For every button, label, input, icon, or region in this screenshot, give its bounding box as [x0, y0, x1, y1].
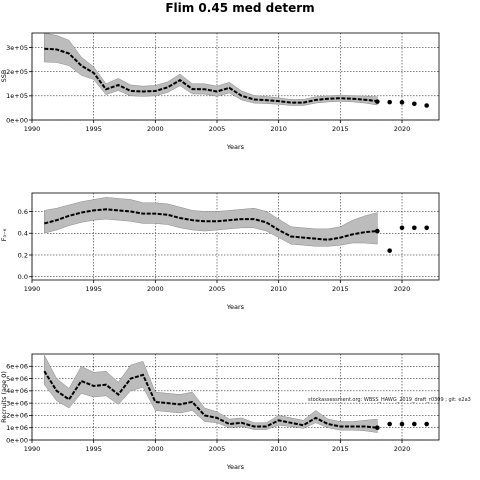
- plot-frame: [31, 192, 440, 281]
- forecast-point: [424, 421, 429, 427]
- y-tick-label: 0.2: [18, 251, 28, 259]
- x-axis-label: Years: [226, 463, 245, 471]
- estimate-line: [44, 208, 378, 241]
- x-tick-label: 2000: [147, 445, 164, 453]
- x-tick-label: 1990: [24, 445, 41, 453]
- recruitment-panel: 1990 1995 2000 2005 2010 2015 2020 0e+00 1e+06 2e…: [0, 353, 440, 471]
- forecast-point: [399, 100, 405, 105]
- confidence-band: [44, 355, 378, 433]
- y-tick-label: 0e+00: [6, 116, 28, 124]
- y-tick-label: 3e+05: [6, 44, 28, 52]
- x-axis-label: Years: [226, 303, 245, 311]
- fishing-mortality-panel: 1990 1995 2000 2005 2010 2015 2020 0.0 0.2 0.4 0.6…: [0, 192, 440, 311]
- x-tick-label: 2010: [270, 125, 287, 133]
- x-tick-label: 2010: [270, 285, 287, 293]
- forecast-point: [387, 421, 392, 427]
- figure-title: Flim 0.45 med determ: [165, 1, 314, 15]
- forecast-point: [375, 425, 380, 431]
- y-tick-label: 2e+06: [6, 412, 28, 420]
- x-tick-label: 2020: [394, 125, 411, 133]
- x-tick-label: 1990: [24, 285, 41, 293]
- x-tick-label: 2005: [209, 125, 226, 133]
- forecast-point: [424, 103, 429, 108]
- x-tick-label: 1995: [85, 285, 102, 293]
- y-tick-label: 0.4: [18, 230, 28, 238]
- y-axis-label: SSB: [0, 70, 8, 83]
- forecast-point: [399, 225, 405, 231]
- confidence-band: [44, 197, 378, 247]
- x-tick-label: 2005: [209, 445, 226, 453]
- plot-frame: [31, 32, 440, 121]
- x-tick-label: 1995: [85, 125, 102, 133]
- y-axis-label: Recruits (age 0): [0, 371, 8, 423]
- forecast-point: [399, 421, 405, 427]
- x-tick-label: 2020: [394, 285, 411, 293]
- plot-frame: [31, 353, 440, 441]
- forecast-point: [375, 228, 380, 234]
- forecast-point: [424, 225, 429, 231]
- y-tick-label: 1e+05: [6, 92, 28, 100]
- x-tick-label: 2020: [394, 445, 411, 453]
- confidence-band: [44, 32, 378, 106]
- y-tick-label: 3e+06: [6, 399, 28, 407]
- forecast-point: [375, 99, 380, 104]
- x-tick-label: 2010: [270, 445, 287, 453]
- y-tick-label: 6e+06: [6, 363, 28, 371]
- forecast-point: [412, 225, 417, 231]
- forecast-point: [387, 248, 392, 253]
- x-tick-label: 2005: [209, 285, 226, 293]
- x-tick-label: 2000: [147, 125, 164, 133]
- y-tick-label: 0e+00: [6, 436, 28, 444]
- estimate-line: [44, 47, 378, 104]
- y-tick-label: 4e+06: [6, 387, 28, 395]
- y-axis-label: F₃₋₆: [0, 228, 8, 241]
- x-tick-label: 2015: [332, 285, 349, 293]
- y-tick-label: 1e+06: [6, 424, 28, 432]
- x-axis-label: Years: [226, 143, 245, 151]
- ssb-panel: 1990 1995 2000 2005 2010 2015 2020 0e+00 1e+05 2e…: [0, 32, 440, 151]
- x-tick-label: 1995: [85, 445, 102, 453]
- y-tick-label: 0.6: [18, 208, 28, 216]
- x-tick-label: 2015: [332, 125, 349, 133]
- y-tick-label: 2e+05: [6, 68, 28, 76]
- forecast-point: [387, 99, 392, 105]
- x-tick-label: 1990: [24, 125, 41, 133]
- forecast-point: [412, 101, 417, 107]
- forecast-point: [412, 421, 417, 427]
- x-tick-label: 2000: [147, 285, 164, 293]
- estimate-line: [43, 370, 378, 429]
- y-tick-label: 0.0: [18, 273, 28, 281]
- y-tick-label: 5e+06: [6, 375, 28, 383]
- x-tick-label: 2015: [332, 445, 349, 453]
- source-annotation: stockassessment.org: WBSS_HAWG_2019_draf…: [308, 397, 471, 403]
